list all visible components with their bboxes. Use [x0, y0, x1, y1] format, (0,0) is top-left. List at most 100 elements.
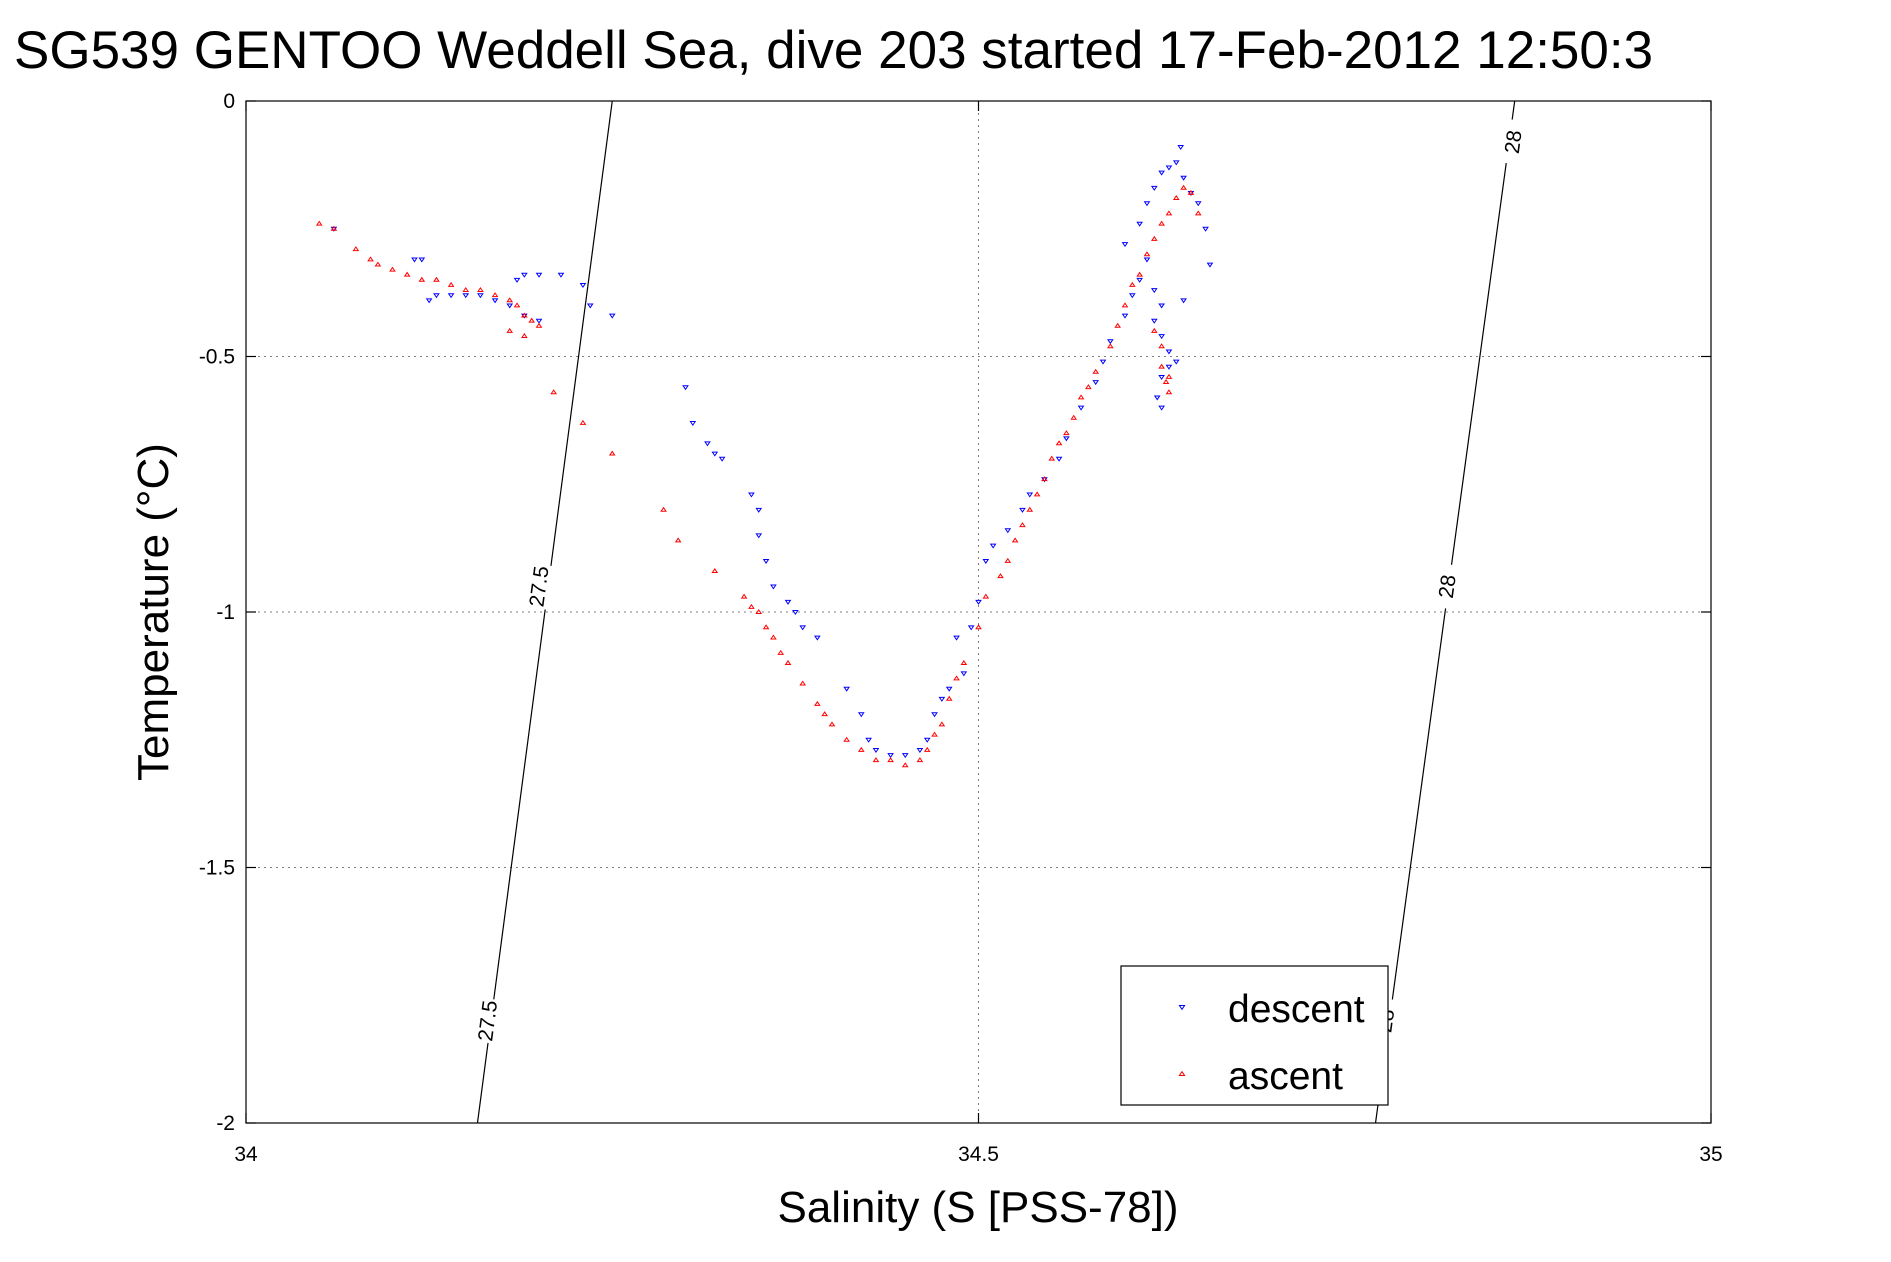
ascent-point	[1165, 373, 1173, 379]
descent-point	[938, 696, 946, 702]
ascent-point	[762, 624, 770, 630]
descent-point	[462, 293, 470, 299]
descent-point	[1150, 318, 1158, 324]
descent-point	[718, 456, 726, 462]
ascent-point	[711, 568, 719, 574]
descent-point	[1026, 492, 1034, 498]
ascent-point	[1041, 476, 1048, 482]
ascent-point	[1026, 506, 1034, 512]
ascent-point	[389, 266, 396, 272]
descent-point	[1099, 359, 1107, 365]
ascent-point	[1055, 440, 1063, 446]
y-tick-label: -1	[216, 601, 235, 624]
ascent-point	[433, 276, 440, 282]
descent-point	[1172, 359, 1180, 365]
descent-point	[586, 303, 594, 309]
data-points	[315, 145, 1214, 768]
ascent-point	[374, 261, 382, 267]
ascent-point	[740, 593, 748, 599]
descent-point	[535, 318, 543, 324]
ascent-point	[814, 700, 821, 706]
ascent-point	[447, 281, 455, 287]
ascent-point	[418, 276, 426, 282]
ascent-point	[403, 271, 411, 277]
descent-point	[1158, 170, 1165, 176]
ascent-point	[1194, 210, 1202, 216]
descent-point	[1158, 405, 1165, 411]
contour-label-bg	[1498, 118, 1529, 166]
ascent-point	[506, 327, 514, 333]
ascent-point	[1077, 394, 1085, 400]
descent-point	[1153, 395, 1161, 401]
ascent-point	[755, 608, 763, 614]
descent-point	[1004, 528, 1012, 534]
ascent-point	[1004, 557, 1012, 563]
descent-point	[579, 283, 587, 289]
density-contour-line	[476, 100, 613, 1124]
density-contour-line	[1374, 100, 1516, 1124]
descent-point	[967, 625, 975, 631]
y-tick-label: -1.5	[199, 857, 235, 880]
descent-point	[982, 558, 990, 564]
descent-point	[1128, 293, 1136, 299]
descent-point	[1143, 201, 1151, 207]
ascent-point	[1107, 343, 1114, 349]
descent-point	[931, 712, 938, 718]
descent-point	[755, 507, 763, 513]
ascent-point	[1011, 537, 1019, 543]
descent-point	[1194, 201, 1202, 207]
y-axis-label: Temperature (°C)	[129, 443, 178, 781]
descent-point	[901, 753, 909, 759]
descent-point	[1136, 221, 1143, 227]
legend-descent-marker	[1178, 1004, 1186, 1011]
descent-point	[513, 277, 521, 283]
descent-point	[1136, 277, 1143, 283]
ascent-point	[330, 225, 338, 231]
descent-point	[1121, 313, 1129, 319]
ascent-point	[1165, 210, 1173, 216]
descent-point	[1019, 507, 1026, 513]
ascent-point	[1150, 235, 1158, 241]
descent-point	[872, 748, 880, 754]
descent-point	[1165, 165, 1173, 171]
ascent-point	[953, 675, 960, 681]
ascent-point	[1121, 302, 1129, 308]
ascent-point	[975, 624, 982, 630]
descent-point	[1158, 334, 1165, 340]
legend-ascent-marker	[1178, 1070, 1186, 1077]
ascent-point	[872, 757, 880, 763]
descent-point	[689, 420, 697, 426]
descent-point	[843, 686, 850, 692]
descent-point	[557, 272, 565, 278]
ascent-point	[1165, 389, 1173, 395]
ascent-point	[1085, 384, 1092, 390]
descent-point	[535, 272, 543, 278]
ascent-point	[1143, 251, 1151, 257]
axis-ticks: 34 34.5 35 0 -0.5 -1 -1.5 -2	[199, 90, 1723, 1166]
contour-label: 28	[1435, 573, 1461, 599]
descent-point	[923, 737, 931, 743]
ascent-point	[916, 757, 924, 763]
ascent-point	[821, 711, 829, 717]
ascent-point	[521, 332, 528, 338]
ascent-point	[901, 762, 909, 768]
descent-point	[447, 293, 455, 299]
descent-point	[1172, 160, 1180, 166]
contour-label: 27.5	[525, 565, 553, 609]
descent-point	[762, 558, 770, 564]
y-tick-label: 0	[223, 90, 235, 113]
ascent-point	[660, 506, 667, 512]
descent-point	[682, 385, 689, 391]
descent-point	[1165, 349, 1173, 355]
x-axis-label: Salinity (S [PSS-78])	[777, 1183, 1178, 1232]
ascent-point	[1172, 195, 1180, 201]
descent-point	[1165, 364, 1173, 370]
descent-point	[704, 441, 711, 447]
descent-point	[1202, 226, 1209, 232]
descent-point	[953, 635, 960, 641]
ascent-point	[1187, 189, 1195, 195]
ascent-point	[945, 695, 953, 701]
descent-point	[1158, 303, 1165, 309]
descent-point	[418, 257, 426, 263]
